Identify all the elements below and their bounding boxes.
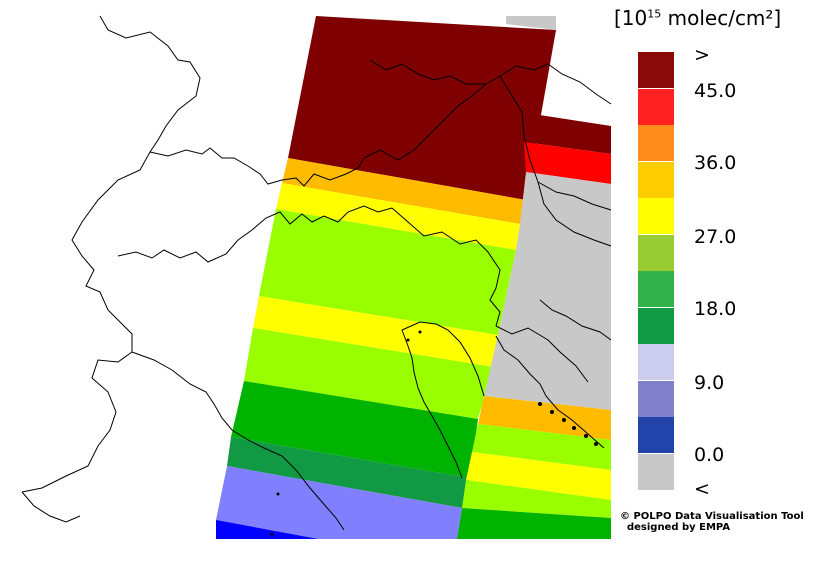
island bbox=[594, 442, 598, 446]
swath-band-yellow-1 bbox=[276, 183, 520, 250]
legend-swatch bbox=[638, 271, 674, 307]
swath-east-red bbox=[524, 142, 611, 184]
border-switzerland-north bbox=[149, 147, 365, 187]
legend-swatch bbox=[638, 344, 674, 380]
swath-east-green bbox=[457, 508, 611, 539]
border-france-south bbox=[21, 491, 81, 523]
swath-east-grey bbox=[484, 172, 611, 410]
swath-east-lime-2 bbox=[462, 480, 611, 518]
legend-swatch bbox=[638, 125, 674, 161]
swath-band-dark-red bbox=[288, 16, 556, 200]
island bbox=[550, 410, 554, 414]
legend-swatch bbox=[638, 307, 674, 344]
border-slovenia-croatia bbox=[495, 325, 589, 383]
legend-swatch bbox=[638, 161, 674, 198]
legend-tick-label: 36.0 bbox=[694, 152, 737, 174]
border-germany-austria bbox=[369, 59, 486, 85]
legend-tick-label: 45.0 bbox=[694, 80, 737, 102]
swath-east-lime-1 bbox=[472, 424, 611, 470]
island bbox=[276, 492, 280, 496]
island bbox=[418, 330, 422, 334]
border-austria-east bbox=[547, 63, 612, 105]
border-adriatic-east bbox=[495, 335, 605, 449]
islands bbox=[270, 330, 598, 536]
country-borders bbox=[21, 15, 612, 531]
swath-east-orange bbox=[478, 396, 611, 440]
swath-band-periwinkle bbox=[216, 466, 462, 539]
credit-text: © POLPO Data Visualisation Tool designed… bbox=[620, 511, 804, 533]
legend-unit-title: [1015 molec/cm²] bbox=[614, 6, 782, 30]
border-croatia-inland bbox=[539, 299, 612, 341]
legend-swatch bbox=[638, 417, 674, 453]
island bbox=[538, 402, 542, 406]
border-hungary bbox=[537, 181, 612, 211]
legend-tick-label: 9.0 bbox=[694, 372, 725, 394]
swath-band-dark-green bbox=[227, 437, 470, 508]
island bbox=[562, 418, 566, 422]
legend-tick-label: < bbox=[694, 478, 710, 500]
border-coast-italy-ligurian bbox=[131, 351, 345, 531]
legend-tick-label: 27.0 bbox=[694, 226, 737, 248]
island bbox=[572, 426, 576, 430]
legend-swatch bbox=[638, 52, 674, 88]
legend-tick-label: 0.0 bbox=[694, 444, 725, 466]
border-coast-italy-adriatic bbox=[401, 321, 485, 397]
legend-swatch bbox=[638, 380, 674, 417]
island bbox=[406, 338, 410, 342]
swath-band-blue bbox=[216, 520, 318, 539]
swath-band-orange-1 bbox=[282, 158, 526, 224]
island bbox=[584, 434, 588, 438]
swath-east-dark-red bbox=[520, 112, 611, 154]
island bbox=[270, 532, 274, 536]
legend-tick-label: 18.0 bbox=[694, 298, 737, 320]
border-alps-south bbox=[391, 207, 501, 327]
satellite-swath bbox=[216, 16, 611, 539]
swath-band-lime-1 bbox=[259, 209, 516, 335]
border-france-north bbox=[99, 15, 201, 153]
legend-swatch bbox=[638, 198, 674, 234]
swath-band-yellow-2 bbox=[253, 296, 498, 367]
border-switzerland-south bbox=[117, 205, 393, 263]
swath-east-grey-top bbox=[506, 16, 556, 30]
border-france-switzerland bbox=[21, 151, 151, 493]
swath-band-green bbox=[231, 381, 478, 478]
swath-band-lime-2 bbox=[244, 328, 493, 419]
legend-tick-label: > bbox=[694, 44, 710, 66]
border-austria-italy bbox=[363, 63, 549, 161]
border-coast-italy-venice bbox=[401, 329, 463, 479]
legend-swatch bbox=[638, 453, 674, 490]
legend-swatch bbox=[638, 88, 674, 125]
legend-swatch bbox=[638, 234, 674, 271]
swath-east-yellow bbox=[466, 452, 611, 500]
